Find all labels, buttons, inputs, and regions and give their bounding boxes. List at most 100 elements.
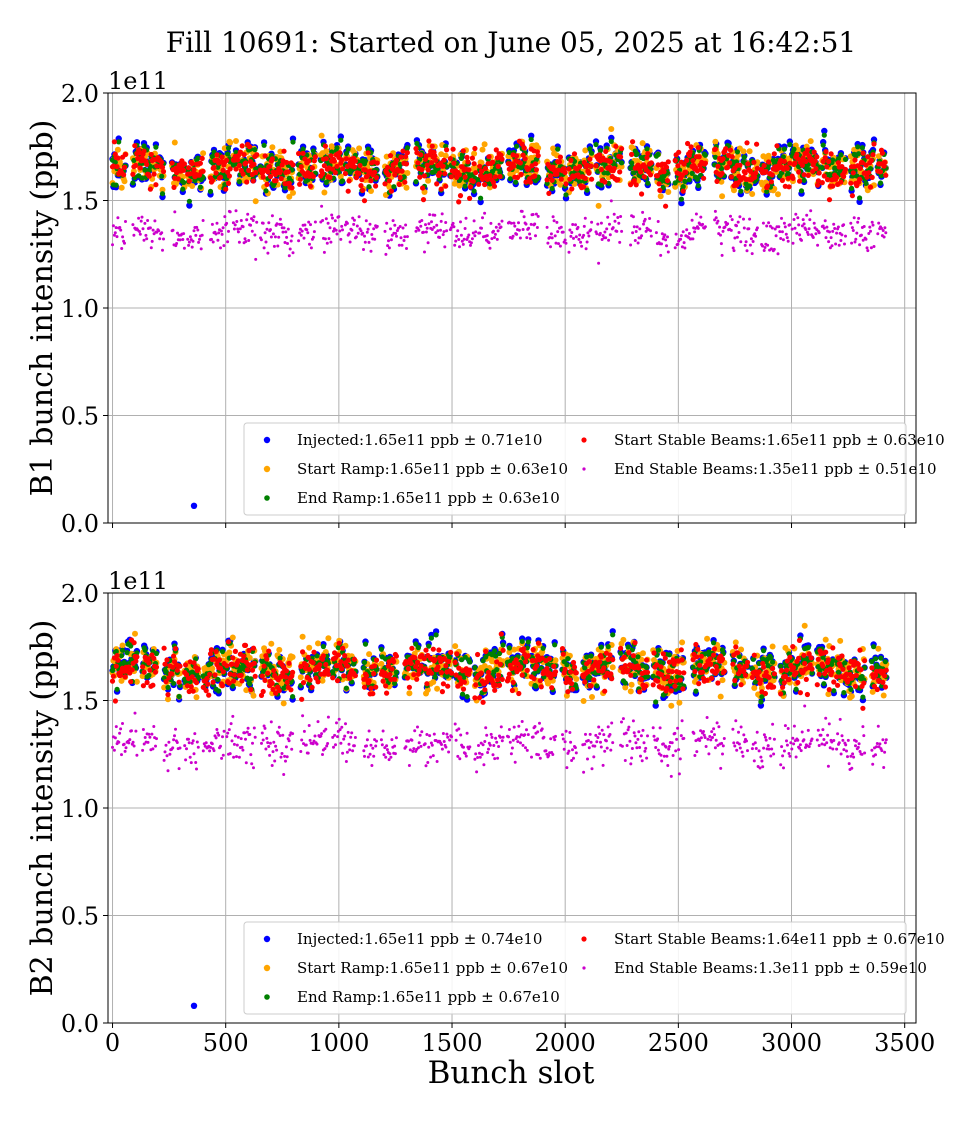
point-start_stable [267,164,272,169]
point-end_stable [162,238,165,241]
point-end_stable [370,250,373,253]
point-end_stable [244,237,247,240]
point-start_stable [243,160,248,165]
point-end_stable [459,220,462,223]
point-end_stable [519,237,522,240]
point-start_ramp [172,140,178,146]
point-start_stable [357,163,362,168]
point-start_stable [588,164,593,169]
point-end_ramp [631,170,636,175]
point-end_stable [405,247,408,250]
point-start_stable [402,180,407,185]
point-start_stable [782,159,787,164]
point-start_stable [472,161,477,166]
point-end_stable [716,220,719,223]
point-start_stable [247,144,252,149]
point-start_stable [765,183,770,188]
point-end_stable [277,236,280,239]
point-end_ramp [225,151,230,156]
point-start_stable [618,154,623,159]
point-end_stable [570,231,573,234]
point-start_stable [251,162,256,167]
point-start_stable [456,199,461,204]
point-end_stable [238,241,241,244]
point-end_stable [186,238,189,241]
point-start_stable [683,170,688,175]
point-end_stable [637,242,640,245]
point-start_stable [241,171,246,176]
point-end_stable [403,235,406,238]
point-start_stable [472,146,477,151]
point-end_stable [270,236,273,239]
point-end_stable [809,209,812,212]
point-end_stable [747,227,750,230]
point-start_stable [327,175,332,180]
point-end_stable [200,247,203,250]
point-start_stable [725,165,730,170]
point-end_stable [160,231,163,234]
point-start_stable [673,158,678,163]
point-end_stable [462,243,465,246]
point-end_stable [797,223,800,226]
point-end_stable [871,221,874,224]
point-end_stable [825,236,828,239]
point-start_stable [296,151,301,156]
point-start_stable [353,159,358,164]
point-start_stable [676,150,681,155]
point-end_ramp [787,142,792,147]
point-start_stable [792,161,797,166]
point-end_stable [666,235,669,238]
point-start_stable [422,173,427,178]
point-end_stable [515,233,518,236]
point-end_stable [483,212,486,215]
point-end_stable [266,228,269,231]
point-end_stable [239,227,242,230]
point-end_ramp [529,137,534,142]
point-start_stable [857,177,862,182]
point-end_stable [814,232,817,235]
point-end_stable [348,232,351,235]
point-start_stable [224,158,229,163]
point-end_stable [688,232,691,235]
point-end_ramp [160,191,165,196]
point-end_stable [569,235,572,238]
point-end_stable [860,234,863,237]
point-end_stable [629,244,632,247]
point-end_stable [584,217,587,220]
point-start_stable [737,163,742,168]
point-end_stable [616,216,619,219]
point-end_stable [680,234,683,237]
point-start_stable [340,166,345,171]
point-start_stable [358,183,363,188]
point-end_stable [399,225,402,228]
point-end_stable [140,220,143,223]
point-end_stable [436,229,439,232]
point-end_stable [240,219,243,222]
point-end_stable [349,241,352,244]
point-end_stable [792,242,795,245]
point-start_stable [187,179,192,184]
point-end_stable [355,235,358,238]
point-start_ramp [749,191,755,197]
point-end_stable [877,222,880,225]
point-end_stable [525,223,528,226]
point-start_ramp [480,147,486,153]
point-start_ramp [251,693,257,699]
point-end_stable [765,225,768,228]
point-start_stable [138,165,143,170]
point-start_stable [186,165,191,170]
point-start_stable [661,169,666,174]
point-end_ramp [856,151,861,156]
point-start_stable [752,175,757,180]
point-end_stable [328,237,331,240]
point-start_stable [826,159,831,164]
point-start_stable [496,164,501,169]
point-end_ramp [863,181,868,186]
point-start_stable [558,155,563,160]
point-end_stable [360,229,363,232]
point-end_stable [600,222,603,225]
point-start_stable [869,158,874,163]
point-start_stable [744,140,749,145]
point-end_ramp [878,180,883,185]
